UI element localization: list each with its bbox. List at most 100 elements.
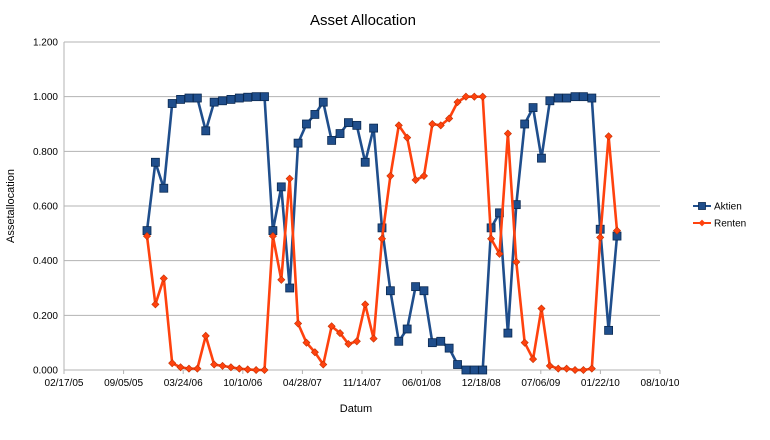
- data-point-aktien: [201, 126, 211, 136]
- y-axis-ticks: 0.000 0.200 0.400 0.600 0.800 1.000 1.200: [33, 38, 58, 377]
- data-point-aktien: [545, 96, 555, 106]
- data-point-renten: [361, 300, 370, 309]
- data-point-aktien: [260, 92, 269, 102]
- data-point-aktien: [150, 157, 160, 167]
- data-point-aktien: [344, 118, 353, 128]
- data-point-renten: [478, 92, 487, 101]
- data-point-aktien: [411, 282, 420, 292]
- data-point-aktien: [192, 93, 202, 103]
- data-point-aktien: [335, 129, 345, 138]
- data-point-renten: [612, 226, 622, 235]
- data-point-aktien: [553, 93, 563, 103]
- legend-label-renten: Renten: [714, 219, 746, 230]
- y-tick-label: 0.800: [33, 147, 58, 158]
- data-point-aktien: [394, 336, 404, 346]
- data-point-aktien: [226, 95, 236, 104]
- data-point-aktien: [587, 93, 597, 103]
- data-point-renten: [503, 129, 512, 138]
- x-tick-label: 12/18/08: [462, 378, 501, 389]
- data-point-aktien: [352, 120, 362, 130]
- x-tick-label: 04/28/07: [283, 378, 322, 389]
- x-axis-ticks: 02/17/05 09/05/05 03/24/06 10/10/06 04/28/07…: [45, 370, 680, 389]
- data-point-aktien: [318, 97, 328, 107]
- data-point-renten: [453, 98, 462, 107]
- data-point-renten: [268, 232, 277, 241]
- y-tick-label: 0.200: [33, 311, 58, 322]
- x-tick-label: 10/10/06: [223, 378, 262, 389]
- data-point-renten: [151, 300, 160, 309]
- data-point-renten: [419, 171, 428, 180]
- data-point-renten: [352, 337, 361, 346]
- data-point-renten: [176, 363, 185, 372]
- y-axis-label: Assetallocation: [5, 169, 17, 243]
- x-tick-label: 11/14/07: [343, 378, 382, 389]
- y-tick-label: 1.000: [33, 92, 58, 103]
- data-point-aktien: [285, 283, 295, 293]
- x-tick-label: 06/01/08: [402, 378, 441, 389]
- data-point-renten: [218, 361, 227, 370]
- data-point-renten: [394, 121, 403, 130]
- data-point-aktien: [461, 365, 471, 375]
- data-point-aktien: [276, 182, 286, 192]
- data-point-renten: [386, 171, 395, 180]
- data-point-aktien: [570, 92, 580, 102]
- data-point-aktien: [436, 336, 446, 346]
- data-point-renten: [529, 355, 538, 364]
- data-point-renten: [604, 132, 613, 141]
- data-point-renten: [428, 119, 437, 129]
- data-point-aktien: [251, 92, 261, 102]
- x-tick-label: 09/05/05: [104, 378, 143, 389]
- data-point-renten: [487, 234, 496, 243]
- data-point-renten: [142, 232, 152, 241]
- data-point-aktien: [469, 365, 479, 375]
- data-point-aktien: [293, 138, 303, 148]
- data-point-aktien: [562, 93, 572, 103]
- data-point-renten: [537, 304, 546, 313]
- data-point-aktien: [302, 119, 311, 129]
- data-point-renten: [411, 176, 420, 185]
- legend-marker-renten: [698, 219, 706, 227]
- legend-label-aktien: Aktien: [714, 202, 742, 213]
- data-point-renten: [512, 258, 521, 267]
- data-point-aktien: [360, 157, 370, 167]
- data-point-renten: [310, 348, 319, 357]
- data-point-renten: [243, 365, 252, 374]
- data-point-renten: [235, 364, 244, 373]
- data-point-renten: [302, 338, 311, 347]
- data-point-renten: [294, 319, 303, 328]
- data-point-aktien: [369, 123, 379, 133]
- x-tick-label: 08/10/10: [641, 378, 680, 389]
- data-point-aktien: [218, 96, 227, 106]
- data-point-aktien: [579, 92, 588, 102]
- chart-title: Asset Allocation: [310, 12, 416, 29]
- data-point-aktien: [243, 92, 253, 102]
- data-point-aktien: [184, 93, 194, 103]
- data-point-renten: [545, 361, 554, 370]
- data-point-renten: [193, 364, 202, 373]
- data-point-renten: [520, 338, 529, 347]
- data-point-renten: [445, 114, 454, 123]
- data-point-aktien: [528, 103, 538, 112]
- data-point-aktien: [520, 119, 530, 129]
- data-point-renten: [461, 92, 470, 101]
- data-point-renten: [226, 363, 235, 372]
- y-tick-label: 0.000: [33, 366, 58, 377]
- data-point-aktien: [385, 286, 395, 296]
- data-point-renten: [369, 334, 378, 343]
- legend-marker-aktien: [698, 202, 706, 210]
- data-point-renten: [168, 359, 177, 368]
- series-line-renten: [145, 95, 619, 372]
- data-point-aktien: [167, 99, 177, 108]
- x-tick-label: 01/22/10: [581, 378, 620, 389]
- data-point-renten: [201, 331, 210, 340]
- data-point-renten: [571, 365, 580, 375]
- series-lines: [142, 92, 622, 375]
- data-point-renten: [252, 365, 261, 375]
- legend: Aktien Renten: [693, 202, 746, 230]
- data-point-aktien: [234, 93, 244, 103]
- y-tick-label: 1.200: [33, 38, 58, 49]
- y-tick-label: 0.400: [33, 256, 58, 267]
- data-point-aktien: [478, 365, 488, 375]
- data-point-renten: [579, 365, 588, 375]
- x-axis-label: Datum: [340, 403, 372, 415]
